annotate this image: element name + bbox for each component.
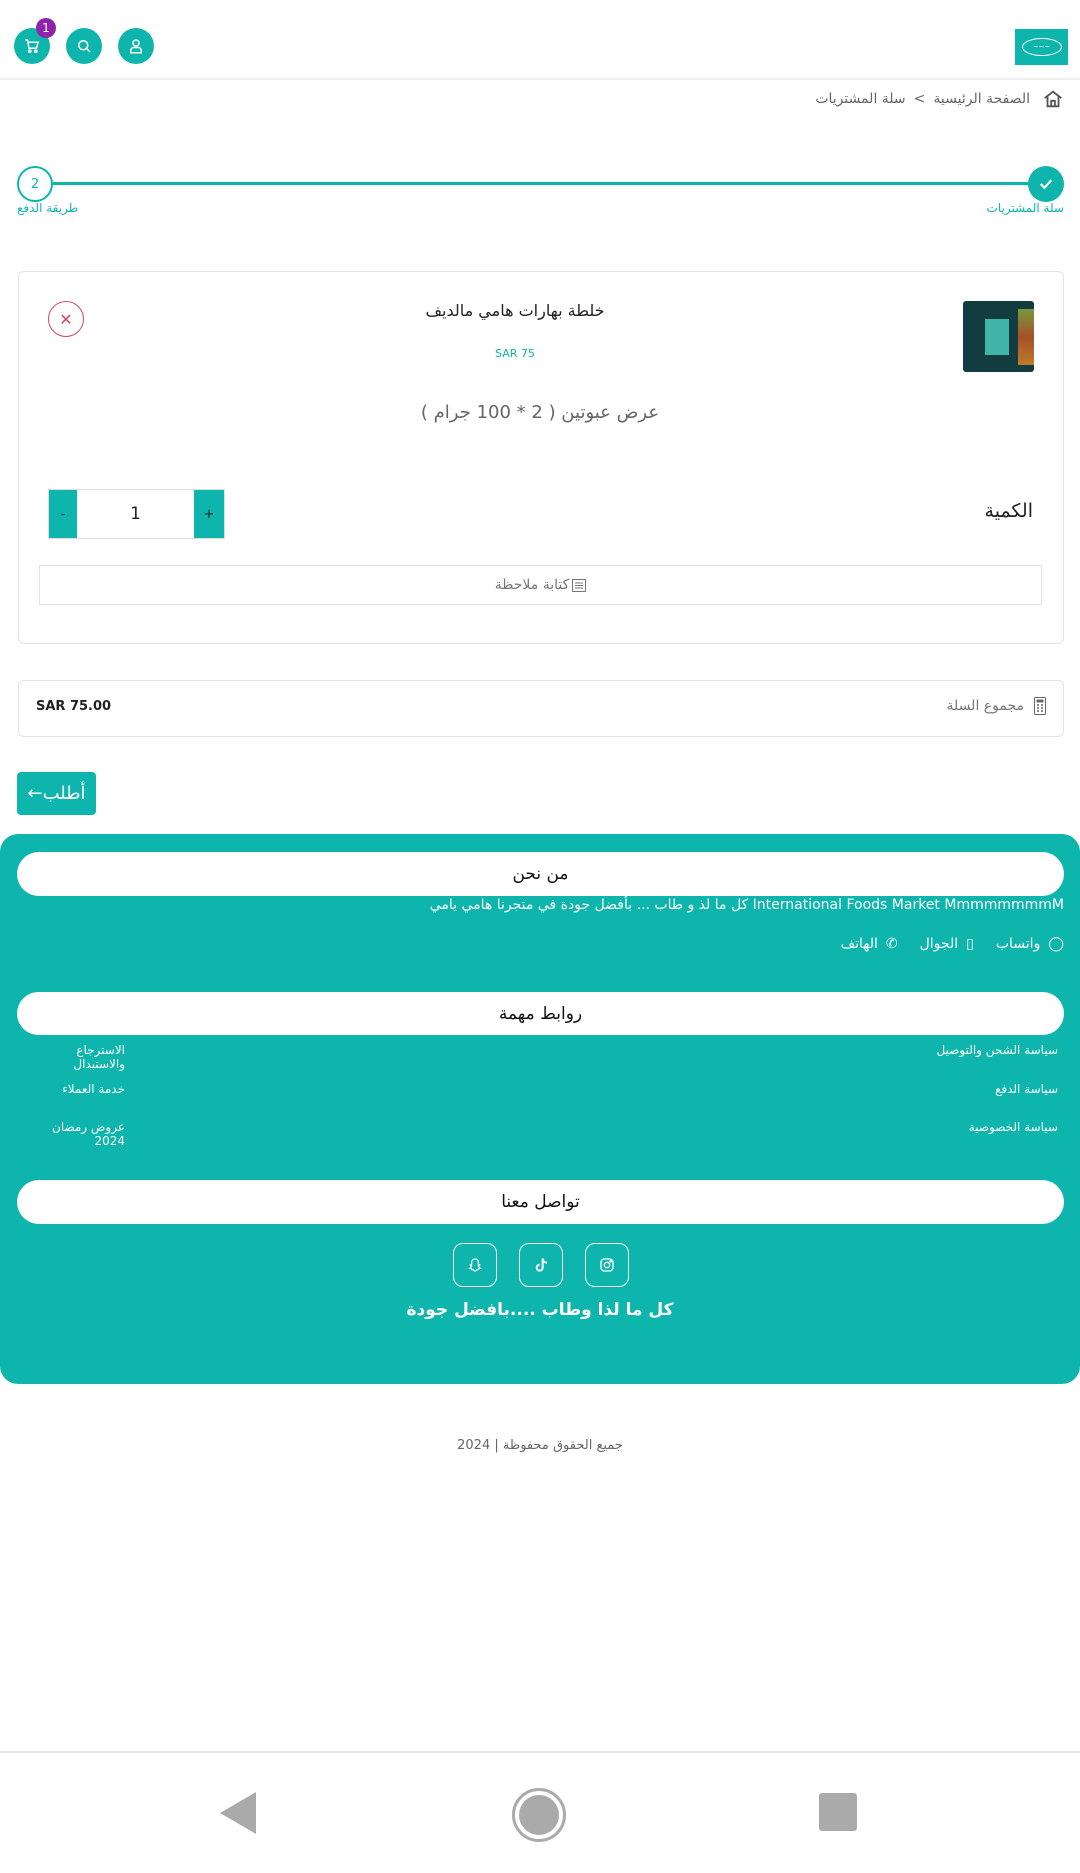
note-icon: [572, 578, 587, 592]
cart-button[interactable]: 1: [14, 18, 56, 64]
increment-button[interactable]: +: [194, 490, 224, 538]
product-variant: عرض عبوتين ( 2 * 100 جرام ): [420, 402, 660, 423]
breadcrumb-current: سلة المشتريات: [815, 91, 906, 107]
breadcrumb-home[interactable]: الصفحة الرئيسية: [933, 91, 1030, 107]
home-nav-button[interactable]: [512, 1788, 566, 1842]
link-ramadan-offers[interactable]: عروض رمضان 2024: [52, 1120, 125, 1148]
phone-icon: ✆: [885, 936, 898, 952]
footer: [0, 834, 1080, 1384]
link-returns[interactable]: الاسترجاع والاستبدال: [73, 1043, 125, 1071]
phone-link[interactable]: ✆ الهاتف: [841, 936, 898, 952]
cart-item-card: [18, 271, 1064, 644]
home-circle-icon: [519, 1795, 559, 1835]
whatsapp-label: واتساب: [995, 936, 1041, 952]
search-icon: [78, 40, 91, 53]
link-customer-service[interactable]: خدمة العملاء: [62, 1082, 125, 1096]
instagram-icon: [600, 1258, 614, 1272]
calculator-icon: [1034, 697, 1046, 715]
contact-list: ◯ واتساب ▯ الجوال ✆ الهاتف: [841, 936, 1064, 952]
link-privacy[interactable]: سياسة الخصوصية: [968, 1120, 1058, 1134]
about-title: من نحن: [17, 852, 1064, 896]
whatsapp-link[interactable]: ◯ واتساب: [996, 936, 1064, 952]
cart-total-label-row: مجموع السلة: [947, 697, 1046, 715]
snapchat-icon: [468, 1258, 482, 1272]
add-note-label: كتابة ملاحظة: [494, 577, 570, 593]
logo[interactable]: ~~~: [1015, 29, 1068, 65]
cart-icon: [25, 39, 39, 54]
decrement-button[interactable]: -: [49, 490, 77, 538]
stepper-line: [50, 182, 1030, 185]
product-price: SAR 75: [495, 347, 535, 360]
back-icon[interactable]: [220, 1792, 256, 1834]
step-1-label: سلة المشتريات: [986, 201, 1064, 215]
link-payment[interactable]: سياسة الدفع: [994, 1082, 1058, 1096]
header-divider: [0, 78, 1080, 80]
mobile-link[interactable]: ▯ الجوال: [920, 936, 974, 952]
home-icon[interactable]: [1042, 88, 1064, 110]
breadcrumb-separator: >: [913, 91, 926, 107]
cart-total-value: SAR 75.00: [36, 699, 112, 714]
cart-count-badge: 1: [36, 18, 56, 38]
mobile-label: الجوال: [919, 936, 959, 952]
about-text: International Foods Market MmmmmmmmM كل …: [429, 897, 1064, 913]
close-icon: ✕: [59, 309, 73, 329]
cart-total-label: مجموع السلة: [946, 698, 1024, 714]
breadcrumb: الصفحة الرئيسية > سلة المشتريات: [815, 88, 1064, 110]
remove-item-button[interactable]: ✕: [48, 301, 84, 337]
step-2-label: طريقة الدفع: [17, 201, 79, 215]
mobile-icon: ▯: [966, 936, 974, 952]
arrow-left-icon: ←: [27, 783, 43, 804]
snapchat-button[interactable]: [453, 1243, 497, 1287]
add-note-button[interactable]: كتابة ملاحظة: [39, 565, 1042, 605]
order-button-label: أطلب: [42, 783, 86, 804]
quantity-stepper: - 1 +: [48, 489, 225, 539]
link-shipping[interactable]: سياسة الشحن والتوصيل: [936, 1043, 1058, 1057]
step-1-circle: [1028, 166, 1064, 202]
copyright: جميع الحقوق محفوظة | 2024: [457, 1438, 623, 1453]
check-icon: [1039, 179, 1053, 190]
quantity-input[interactable]: 1: [130, 504, 141, 524]
cart-total-box: [18, 680, 1064, 737]
product-name[interactable]: خلطة بهارات هامي مالديف: [425, 301, 605, 320]
step-2-circle: 2: [17, 166, 53, 202]
tiktok-icon: [535, 1258, 547, 1272]
recents-icon[interactable]: [819, 1793, 857, 1831]
tiktok-button[interactable]: [519, 1243, 563, 1287]
contact-title: تواصل معنا: [17, 1180, 1064, 1224]
footer-tagline: كل ما لذا وطاب ....بافضل جودة: [406, 1300, 674, 1320]
search-button[interactable]: [66, 28, 102, 64]
quantity-label: الكمية: [984, 500, 1033, 522]
account-button[interactable]: [118, 28, 154, 64]
user-icon: [130, 39, 142, 54]
order-button[interactable]: أطلب ←: [17, 772, 96, 815]
links-title: روابط مهمة: [17, 992, 1064, 1035]
logo-mark: ~~~: [1021, 38, 1062, 56]
phone-label: الهاتف: [840, 936, 878, 952]
whatsapp-icon: ◯: [1048, 936, 1064, 952]
product-image[interactable]: [963, 301, 1034, 372]
instagram-button[interactable]: [585, 1243, 629, 1287]
